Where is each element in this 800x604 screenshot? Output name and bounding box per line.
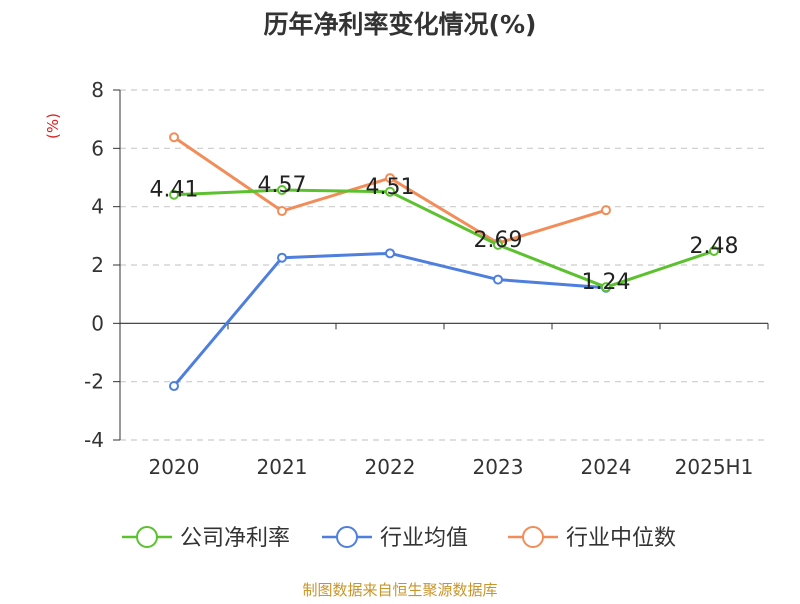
- x-tick-label: 2020: [149, 455, 200, 479]
- legend-marker: [136, 526, 158, 548]
- source-note: 制图数据来自恒生聚源数据库: [302, 581, 497, 599]
- y-tick-label: 8: [91, 78, 104, 102]
- series-0: [169, 185, 719, 293]
- series-line: [173, 188, 715, 289]
- series-point: [385, 186, 395, 197]
- series-point: [277, 206, 287, 217]
- y-axis-unit-label: (%): [44, 113, 62, 139]
- series-point: [385, 248, 395, 259]
- legend-marker: [336, 526, 358, 548]
- x-tick-label: 2023: [473, 455, 524, 479]
- series-point: [493, 274, 503, 285]
- y-tick-label: 0: [91, 311, 104, 335]
- series-2: [169, 132, 611, 249]
- series-point: [169, 189, 179, 200]
- data-label: 1.24: [582, 270, 631, 295]
- y-tick-label: 2: [91, 253, 104, 277]
- x-tick-label: 2024: [581, 455, 632, 479]
- series-1: [169, 248, 611, 392]
- y-tick-label: 6: [91, 136, 104, 160]
- legend-label: 公司净利率: [180, 526, 290, 551]
- series-line: [172, 251, 607, 388]
- legend-item: 公司净利率: [122, 526, 290, 551]
- series-point: [385, 173, 395, 184]
- series-point: [277, 185, 287, 196]
- legend-item: 行业均值: [322, 526, 468, 551]
- y-tick-label: -4: [84, 428, 104, 452]
- series-point: [709, 246, 719, 256]
- legend-label: 行业中位数: [566, 526, 676, 551]
- series-point: [601, 205, 611, 216]
- y-tick-label: -2: [84, 370, 104, 394]
- data-label: 4.57: [258, 173, 307, 198]
- legend-marker: [522, 526, 544, 548]
- axes: -4 -2 0 2 4 6 8 2020 2021 2022 2023 2024 2025H1: [84, 78, 769, 479]
- series-point: [169, 381, 179, 392]
- series-point: [493, 239, 503, 250]
- series-point: [169, 132, 179, 143]
- series-lines: [169, 132, 719, 392]
- series-point: [601, 282, 611, 293]
- legend-label: 行业均值: [380, 526, 468, 551]
- x-tick-label: 2022: [365, 455, 416, 479]
- x-tick-label: 2021: [257, 455, 308, 479]
- chart-title: 历年净利率变化情况(%): [264, 10, 537, 39]
- series-point: [277, 252, 287, 263]
- y-tick-label: 4: [91, 195, 104, 219]
- data-label: 4.51: [366, 175, 415, 200]
- data-label: 4.41: [150, 178, 199, 203]
- x-tick-label: 2025H1: [675, 455, 754, 479]
- legend-item: 行业中位数: [508, 526, 676, 551]
- grid-lines: [120, 89, 768, 441]
- data-label: 2.48: [690, 234, 739, 259]
- data-labels: 4.41 4.57 4.51 2.69 1.24 2.48: [150, 173, 739, 295]
- legend: 公司净利率 行业均值 行业中位数: [122, 526, 676, 551]
- data-label: 2.69: [474, 228, 523, 253]
